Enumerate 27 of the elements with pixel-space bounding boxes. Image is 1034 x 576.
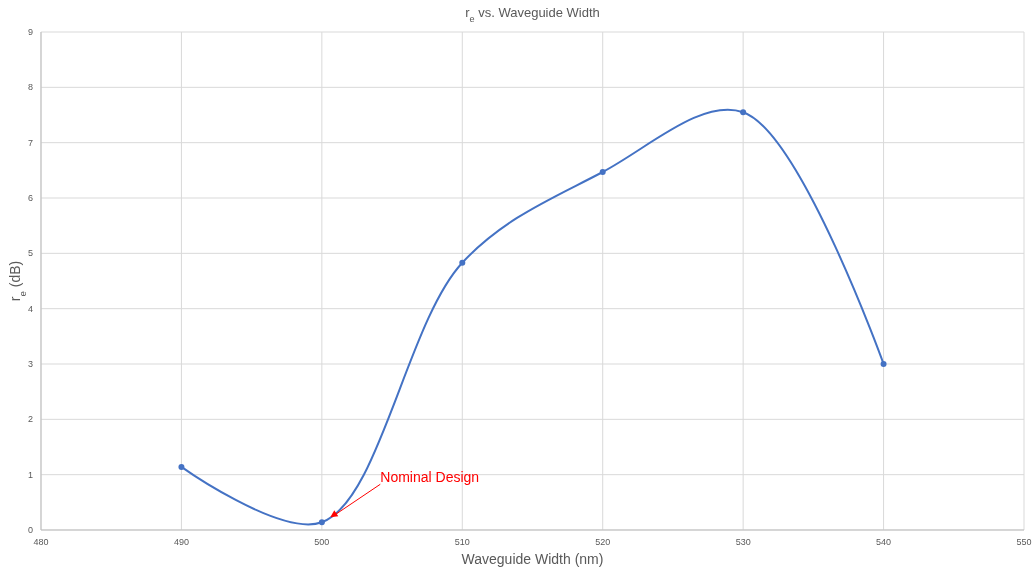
point [178, 463, 185, 470]
y-tick-label: 4 [27, 303, 33, 314]
x-tick-label: 530 [735, 537, 751, 547]
y-tick-label: 2 [27, 414, 33, 425]
y-tick-label: 5 [27, 248, 33, 259]
x-tick-label: 540 [876, 537, 892, 547]
annotation: Nominal Design [380, 469, 480, 486]
point [599, 168, 606, 175]
chart-title: r$_{e}$ vs. Waveguide Width [465, 5, 600, 24]
y-tick-label: 0 [27, 525, 33, 535]
x-tick-label: 520 [595, 537, 611, 547]
x-tick-label: 480 [33, 537, 49, 547]
y-tick-label: 3 [27, 359, 33, 369]
point [880, 361, 887, 367]
x-axis-title: Waveguide Width (nm) [461, 551, 604, 567]
point [459, 259, 466, 266]
y-tick-label: 8 [27, 82, 33, 93]
x-tick-label: 490 [173, 537, 189, 547]
point [318, 519, 325, 526]
y-tick-label: 7 [27, 137, 33, 148]
point [740, 109, 747, 116]
y-tick-label: 6 [27, 193, 33, 203]
x-tick-label: 550 [1016, 537, 1032, 547]
x-tick-label: 500 [314, 537, 330, 547]
y-tick-label: 1 [27, 469, 33, 480]
x-tick-label: 510 [454, 537, 470, 547]
y-tick-label: 9 [27, 27, 33, 37]
